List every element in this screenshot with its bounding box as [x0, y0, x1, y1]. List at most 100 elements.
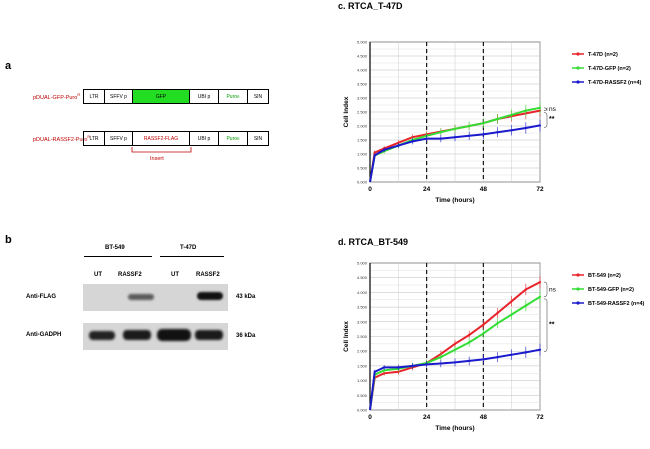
y-tick-label: 0.000	[357, 180, 368, 185]
y-tick-label: 2.000	[357, 349, 368, 354]
x-tick-label: 0	[368, 414, 372, 421]
y-tick-label: 4.000	[357, 290, 368, 295]
segment-sin: SIN	[253, 135, 263, 142]
construct-1-map: LTR SFFV p GFP UBI p Puro R SIN	[83, 89, 269, 104]
y-tick-label: 3.500	[357, 82, 368, 87]
segment-ltr: LTR	[84, 90, 105, 103]
x-tick-label: 24	[423, 186, 431, 193]
data-point	[411, 364, 414, 367]
data-point	[524, 351, 527, 354]
y-tick-label: 5.000	[357, 261, 368, 266]
band-gapdh-2	[123, 330, 151, 340]
y-tick-label: 4.500	[357, 54, 368, 59]
y-tick-label: 0.500	[357, 393, 368, 398]
x-tick-label: 24	[423, 414, 431, 421]
construct-2-label: pDUAL-RASSF2-PuroR	[33, 134, 90, 143]
bracket-significance	[543, 112, 548, 128]
series-line-2	[369, 348, 541, 411]
data-point	[373, 154, 376, 157]
legend-marker-1	[576, 66, 580, 70]
legend-marker-0	[576, 52, 580, 56]
band-flag-bt549-rassf2	[128, 294, 154, 300]
series-line-0	[369, 281, 541, 411]
segment-puro: Puro R	[219, 90, 248, 103]
x-axis-label: Time (hours)	[435, 197, 474, 204]
y-tick-label: 2.000	[357, 124, 368, 129]
y-tick-label: 4.000	[357, 68, 368, 73]
construct-2-name: pDUAL-RASSF2-Puro	[33, 136, 88, 143]
data-point	[482, 133, 485, 136]
band-gapdh-1	[89, 331, 115, 340]
cell-line-bt549-rule	[84, 256, 152, 257]
data-point	[538, 348, 542, 351]
segment-sffv-promoter: SFFV p	[105, 90, 133, 103]
band-gapdh-3	[157, 329, 191, 341]
x-tick-label: 72	[536, 414, 544, 421]
y-tick-label: 0.000	[357, 408, 368, 413]
data-point	[468, 359, 471, 363]
construct-1-label: pDUAL-GFP-PuroR	[33, 92, 80, 101]
legend-label-0: BT-549 (n=2)	[588, 273, 621, 279]
data-point	[453, 136, 457, 139]
y-tick-label: 3.000	[357, 319, 368, 324]
y-tick-label: 3.500	[357, 305, 368, 310]
data-point	[524, 304, 527, 307]
segment-sffv-promoter: SFFV p	[105, 132, 133, 145]
y-tick-label: 5.000	[357, 40, 368, 45]
data-point	[397, 370, 400, 373]
data-point	[411, 140, 414, 143]
data-point	[538, 106, 542, 109]
chart-c-title: c. RTCA_T-47D	[338, 1, 403, 11]
y-tick-label: 2.500	[357, 334, 368, 339]
y-tick-label: 2.500	[357, 110, 368, 115]
data-point	[510, 353, 513, 356]
data-point	[425, 363, 428, 366]
data-point	[468, 124, 471, 128]
data-point	[453, 127, 457, 130]
data-point	[468, 341, 471, 344]
segment-sin: SIN	[253, 93, 263, 100]
annotation-significance: **	[549, 321, 555, 328]
data-point	[468, 333, 471, 337]
data-point	[538, 295, 542, 298]
data-point	[510, 300, 513, 303]
lane-label-3: UT	[171, 272, 179, 278]
y-tick-label: 0.500	[357, 166, 368, 171]
cell-line-t47d: T-47D	[180, 245, 197, 251]
data-point	[482, 358, 485, 361]
data-point	[496, 117, 499, 121]
chart-d-title-text: RTCA_BT-549	[348, 237, 409, 247]
data-point	[496, 131, 499, 134]
y-axis-label: Cell Index	[343, 321, 350, 352]
segment-ubi-promoter: UBI p	[190, 132, 219, 145]
data-point	[524, 126, 527, 130]
legend-label-2: BT-549-RASSF2 (n=4)	[588, 301, 645, 307]
data-point	[524, 288, 527, 291]
data-point	[383, 372, 386, 375]
data-point	[496, 355, 499, 359]
data-point	[439, 362, 442, 365]
construct-1-sup: R	[77, 92, 81, 97]
cell-line-bt549: BT-549	[105, 245, 125, 251]
x-tick-label: 48	[480, 186, 488, 193]
segment-ltr: LTR	[84, 132, 105, 145]
lane-label-1: UT	[94, 272, 102, 278]
insert-label: Insert	[150, 156, 164, 162]
data-point	[397, 141, 400, 144]
y-tick-label: 3.000	[357, 96, 368, 101]
band-gapdh-4	[195, 330, 223, 340]
data-point	[538, 281, 542, 284]
x-tick-label: 0	[368, 186, 372, 193]
y-tick-label: 4.500	[357, 275, 368, 280]
chart-c-letter: c.	[338, 1, 346, 11]
legend-marker-0	[576, 273, 580, 277]
legend-marker-1	[576, 287, 580, 291]
legend-label-1: BT-549-GFP (n=2)	[588, 287, 634, 293]
data-point	[439, 355, 442, 359]
segment-gfp: GFP	[133, 90, 190, 103]
data-point	[524, 109, 527, 112]
legend-label-1: T-47D-GFP (n=2)	[588, 66, 631, 72]
cell-line-t47d-rule	[160, 256, 224, 257]
series-line-1	[369, 295, 541, 411]
y-tick-label: 1.500	[357, 363, 368, 368]
